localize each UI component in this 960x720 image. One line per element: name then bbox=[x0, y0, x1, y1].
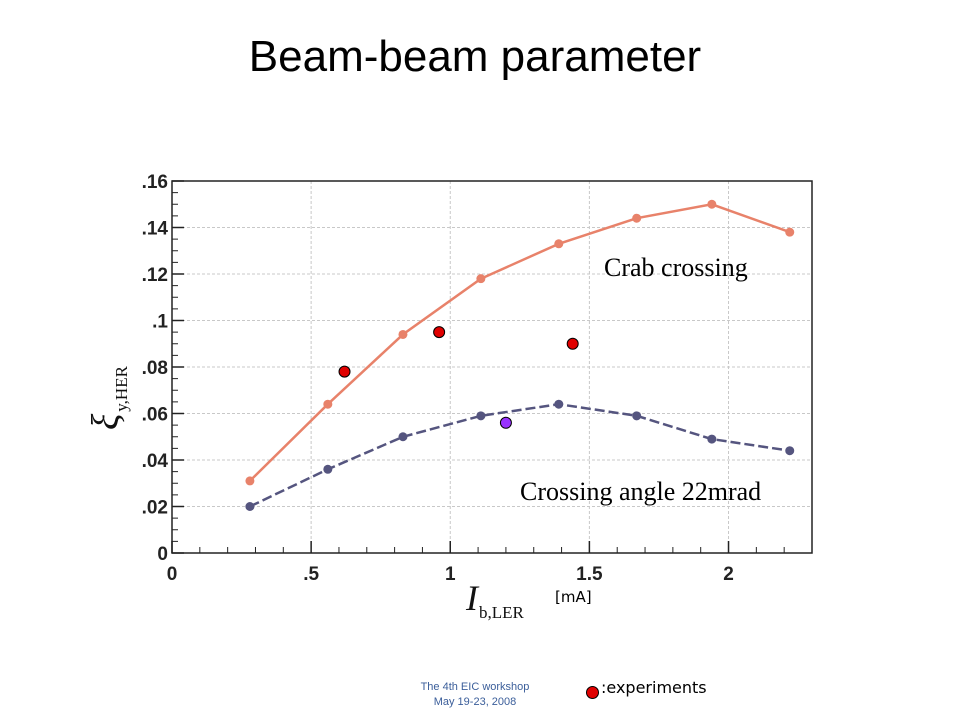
series-1-point bbox=[398, 432, 408, 442]
x-tick-label: 0 bbox=[167, 564, 178, 585]
x-axis-label: Ib,LER bbox=[465, 578, 525, 622]
footer: The 4th EIC workshop May 19-23, 2008 bbox=[380, 680, 570, 710]
x-axis-symbol: I bbox=[465, 578, 480, 618]
slide-title: Beam-beam parameter bbox=[248, 32, 702, 81]
x-axis-unit: [mA] bbox=[555, 588, 592, 606]
y-tick-label: .06 bbox=[142, 405, 168, 426]
x-tick-label: 1 bbox=[445, 564, 456, 585]
chart-axes: 0 .02 .04 .06 .08 .1 .12 .14 .16 0 .5 1 1.5 2 bbox=[142, 172, 785, 585]
y-tick-label: .14 bbox=[142, 219, 169, 240]
experiment-point bbox=[433, 326, 446, 339]
x-tick-label: 1.5 bbox=[576, 564, 603, 585]
experiment-marker-icon bbox=[586, 685, 599, 699]
series-line-0 bbox=[249, 203, 791, 482]
y-axis-label: ξ y,HER bbox=[85, 365, 131, 430]
series-0-point bbox=[785, 227, 795, 237]
legend: :experiments bbox=[586, 676, 707, 699]
experiment-point bbox=[338, 365, 351, 378]
y-tick-label: .16 bbox=[142, 172, 168, 193]
y-tick-label: 0 bbox=[157, 544, 168, 565]
series-0-point bbox=[632, 213, 642, 223]
series-0-point bbox=[707, 199, 717, 209]
series-label-crossing-angle: Crossing angle 22mrad bbox=[520, 477, 761, 506]
chart-grid bbox=[172, 181, 812, 553]
series-1-point bbox=[554, 399, 564, 409]
y-tick-label: .08 bbox=[142, 358, 168, 379]
y-tick-label: .1 bbox=[152, 312, 168, 333]
series-0-point bbox=[245, 476, 255, 486]
series-0-point bbox=[476, 274, 486, 284]
y-tick-label: .04 bbox=[142, 451, 169, 472]
footer-date: May 19-23, 2008 bbox=[433, 696, 517, 708]
experiment-point bbox=[499, 416, 512, 429]
series-1-point bbox=[323, 464, 333, 474]
chart-series bbox=[245, 199, 795, 511]
experiment-point bbox=[566, 337, 579, 350]
series-0-point bbox=[554, 239, 564, 249]
series-label-crab-crossing: Crab crossing bbox=[604, 253, 748, 282]
series-1-point bbox=[707, 434, 717, 444]
series-0-point bbox=[398, 329, 408, 339]
series-1-point bbox=[785, 446, 795, 456]
y-axis-subscript: y,HER bbox=[112, 365, 131, 411]
series-1-point bbox=[476, 411, 486, 421]
y-tick-label: .02 bbox=[142, 498, 168, 519]
series-1-point bbox=[245, 502, 255, 511]
series-line-1 bbox=[249, 402, 790, 508]
x-tick-label: .5 bbox=[303, 564, 319, 585]
x-tick-label: 2 bbox=[723, 564, 734, 585]
series-0-point bbox=[323, 399, 333, 409]
series-1-point bbox=[632, 411, 642, 421]
svg-text:ξy,HER: ξ y,HER bbox=[85, 365, 131, 430]
y-axis-symbol: ξ bbox=[85, 413, 127, 430]
experiment-points bbox=[338, 326, 579, 429]
legend-label: :experiments bbox=[601, 677, 707, 697]
y-tick-label: .12 bbox=[142, 265, 168, 286]
x-axis-subscript: b,LER bbox=[479, 603, 525, 622]
footer-workshop: The 4th EIC workshop bbox=[420, 681, 530, 693]
